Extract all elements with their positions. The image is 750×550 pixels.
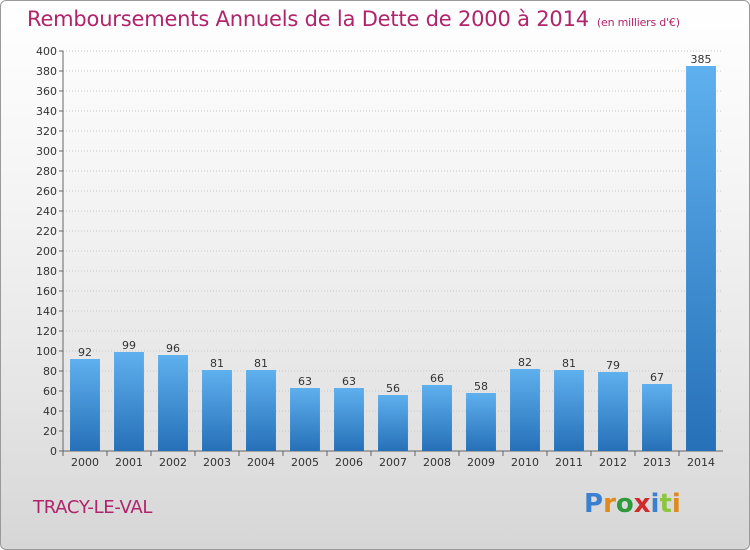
chart-title: Remboursements Annuels de la Dette de 20… bbox=[27, 7, 680, 31]
labels: 0 20 40 60 80 100 120 140 160 180 200 220 240 260 280 3… bbox=[36, 45, 715, 469]
x-tick-label: 2004 bbox=[247, 456, 275, 469]
x-tick-label: 2002 bbox=[159, 456, 187, 469]
y-tick-label: 0 bbox=[50, 445, 57, 458]
y-tick-label: 40 bbox=[43, 405, 57, 418]
x-tick-label: 2013 bbox=[643, 456, 671, 469]
bar bbox=[642, 384, 672, 451]
title-text: Remboursements Annuels de la Dette de 20… bbox=[27, 7, 589, 31]
x-tick-label: 2010 bbox=[511, 456, 539, 469]
y-tick-label: 280 bbox=[36, 165, 57, 178]
logo-letter: o bbox=[615, 489, 634, 519]
bar bbox=[70, 359, 100, 451]
y-tick-label: 80 bbox=[43, 365, 57, 378]
bar bbox=[290, 388, 320, 451]
logo-letter: x bbox=[633, 489, 651, 519]
data-label: 58 bbox=[474, 380, 488, 393]
y-tick-label: 400 bbox=[36, 45, 57, 58]
y-tick-label: 140 bbox=[36, 305, 57, 318]
bar bbox=[510, 369, 540, 451]
data-label: 67 bbox=[650, 371, 664, 384]
data-label: 81 bbox=[562, 357, 576, 370]
y-tick-label: 100 bbox=[36, 345, 57, 358]
x-tick-label: 2014 bbox=[687, 456, 715, 469]
data-label: 56 bbox=[386, 382, 400, 395]
data-label: 92 bbox=[78, 346, 92, 359]
title-unit: (en milliers d'€) bbox=[596, 16, 680, 29]
bar bbox=[466, 393, 496, 451]
bar bbox=[422, 385, 452, 451]
y-tick-label: 220 bbox=[36, 225, 57, 238]
y-tick-label: 20 bbox=[43, 425, 57, 438]
proxiti-logo: Proxiti bbox=[584, 489, 681, 519]
x-tick-label: 2005 bbox=[291, 456, 319, 469]
x-tick-label: 2003 bbox=[203, 456, 231, 469]
y-tick-label: 180 bbox=[36, 265, 57, 278]
bar bbox=[686, 66, 716, 451]
logo-letter: r bbox=[603, 489, 616, 519]
y-tick-label: 120 bbox=[36, 325, 57, 338]
data-label: 99 bbox=[122, 339, 136, 352]
x-tick-label: 2001 bbox=[115, 456, 143, 469]
x-tick-label: 2011 bbox=[555, 456, 583, 469]
bar bbox=[202, 370, 232, 451]
bar bbox=[554, 370, 584, 451]
data-label: 81 bbox=[254, 357, 268, 370]
logo-letter: t bbox=[659, 489, 672, 519]
data-label: 63 bbox=[342, 375, 356, 388]
y-tick-label: 260 bbox=[36, 185, 57, 198]
y-tick-label: 320 bbox=[36, 125, 57, 138]
x-tick-label: 2008 bbox=[423, 456, 451, 469]
x-tick-label: 2009 bbox=[467, 456, 495, 469]
data-label: 79 bbox=[606, 359, 620, 372]
bar bbox=[246, 370, 276, 451]
logo-letter: i bbox=[650, 489, 660, 519]
logo-letter: P bbox=[584, 489, 604, 519]
x-tick-label: 2006 bbox=[335, 456, 363, 469]
y-tick-label: 300 bbox=[36, 145, 57, 158]
bar bbox=[598, 372, 628, 451]
data-label: 385 bbox=[691, 53, 712, 66]
data-label: 66 bbox=[430, 372, 444, 385]
y-tick-label: 360 bbox=[36, 85, 57, 98]
y-tick-label: 340 bbox=[36, 105, 57, 118]
data-label: 96 bbox=[166, 342, 180, 355]
y-tick-label: 200 bbox=[36, 245, 57, 258]
x-tick-label: 2007 bbox=[379, 456, 407, 469]
x-tick-label: 2000 bbox=[71, 456, 99, 469]
y-tick-label: 60 bbox=[43, 385, 57, 398]
commune-name: TRACY-LE-VAL bbox=[33, 497, 153, 518]
data-label: 63 bbox=[298, 375, 312, 388]
data-label: 82 bbox=[518, 356, 532, 369]
bar bbox=[158, 355, 188, 451]
bars bbox=[70, 66, 716, 451]
y-tick-label: 240 bbox=[36, 205, 57, 218]
logo-letter: i bbox=[671, 489, 681, 519]
y-tick-label: 160 bbox=[36, 285, 57, 298]
y-tick-label: 380 bbox=[36, 65, 57, 78]
bar bbox=[334, 388, 364, 451]
bar bbox=[114, 352, 144, 451]
bar bbox=[378, 395, 408, 451]
x-tick-label: 2012 bbox=[599, 456, 627, 469]
data-label: 81 bbox=[210, 357, 224, 370]
